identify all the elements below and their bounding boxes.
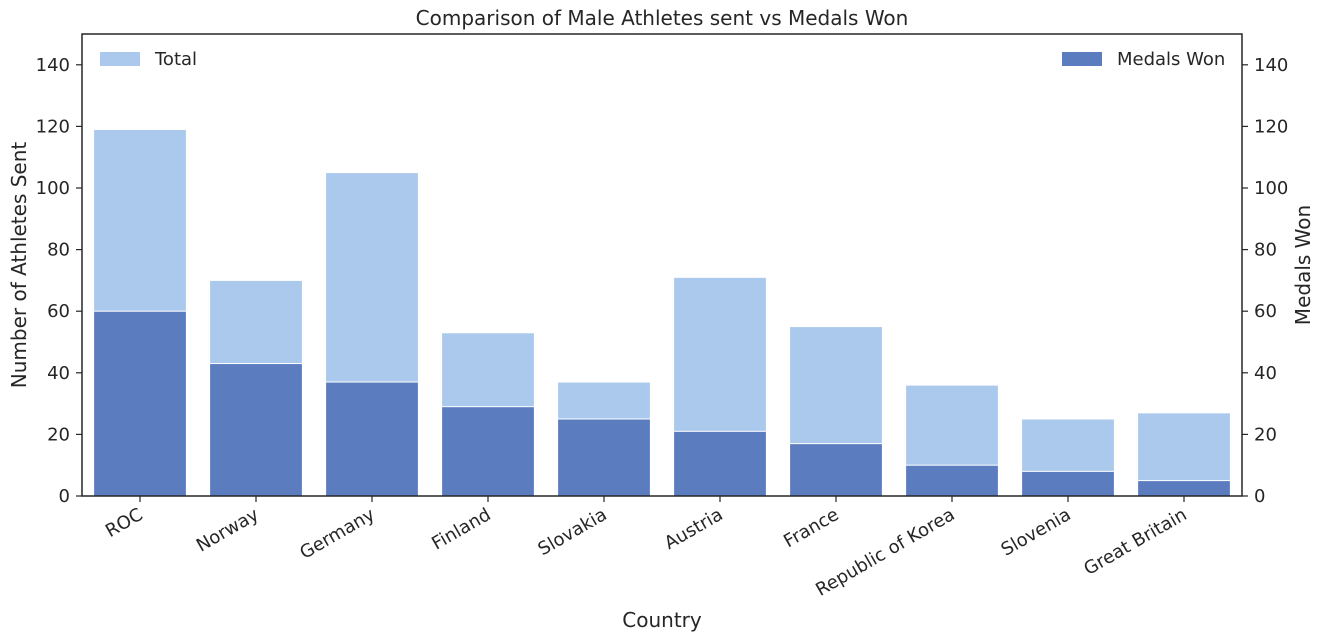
right-y-tick-label: 60 xyxy=(1254,301,1277,322)
chart-title: Comparison of Male Athletes sent vs Meda… xyxy=(416,6,909,30)
left-y-tick-label: 0 xyxy=(59,486,70,507)
right-y-tick-label: 80 xyxy=(1254,240,1277,261)
medals-bar-9 xyxy=(1137,480,1231,497)
medals-bar-0 xyxy=(93,310,187,497)
right-y-tick-label: 120 xyxy=(1254,116,1288,137)
plot-frame xyxy=(81,33,1243,497)
legend-total-label: Total xyxy=(154,49,197,70)
right-y-tick-label: 0 xyxy=(1254,486,1265,507)
right-y-tick-label: 140 xyxy=(1254,55,1288,76)
medals-bar-7 xyxy=(905,464,999,497)
right-y-ticks: 0 20 40 60 80 100 120 140 xyxy=(1242,55,1288,507)
left-y-tick-label: 20 xyxy=(47,424,70,445)
legend-total: Total xyxy=(100,49,197,70)
legend-medals: Medals Won xyxy=(1062,49,1225,70)
y-axis-label-right: Medals Won xyxy=(1291,205,1315,325)
legend-medals-label: Medals Won xyxy=(1117,49,1225,70)
left-y-ticks: 0 20 40 60 80 100 120 140 xyxy=(36,55,82,507)
left-y-tick-label: 40 xyxy=(47,363,70,384)
medals-bars xyxy=(93,310,1231,497)
legend-total-swatch xyxy=(100,52,140,66)
right-y-tick-label: 100 xyxy=(1254,178,1288,199)
left-y-tick-label: 100 xyxy=(36,178,70,199)
left-y-tick-label: 80 xyxy=(47,240,70,261)
medals-bar-8 xyxy=(1021,470,1115,497)
left-y-tick-label: 140 xyxy=(36,55,70,76)
medals-bar-3 xyxy=(441,406,535,497)
medals-bar-1 xyxy=(209,363,303,497)
legend-medals-swatch xyxy=(1062,52,1102,66)
medals-bar-6 xyxy=(789,443,883,497)
right-y-tick-label: 40 xyxy=(1254,363,1277,384)
left-y-tick-label: 60 xyxy=(47,301,70,322)
medals-bar-2 xyxy=(325,381,419,497)
x-axis-label: Country xyxy=(622,608,702,632)
medals-bar-5 xyxy=(673,430,767,497)
medals-bar-4 xyxy=(557,418,651,497)
right-y-tick-label: 20 xyxy=(1254,424,1277,445)
y-axis-label-left: Number of Athletes Sent xyxy=(7,142,31,389)
left-y-tick-label: 120 xyxy=(36,116,70,137)
